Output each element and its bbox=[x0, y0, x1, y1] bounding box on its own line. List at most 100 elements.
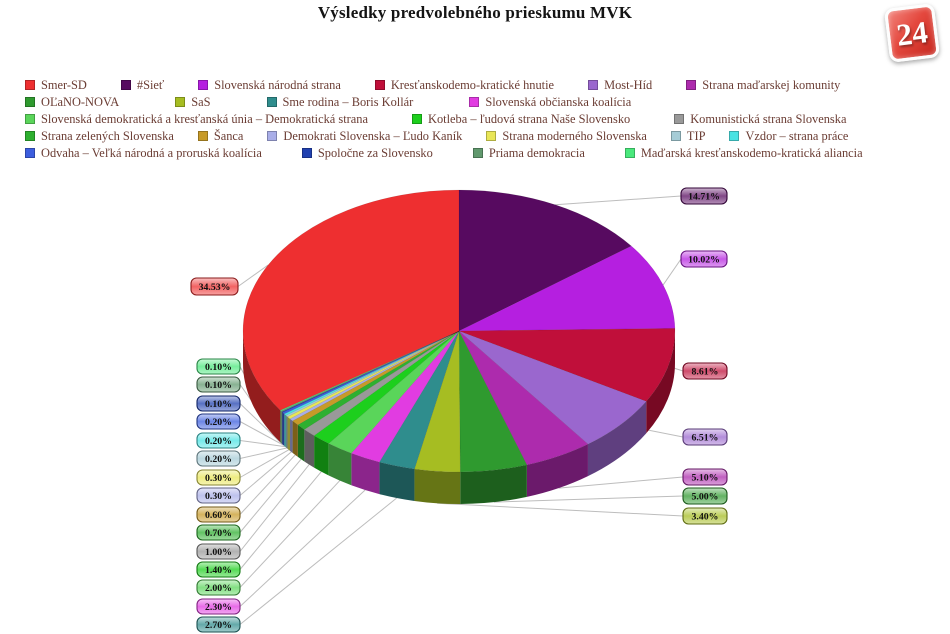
legend-row: Smer-SD #Sieť Slovenská národná strana Kres… bbox=[25, 78, 945, 92]
pie-slice bbox=[313, 330, 460, 444]
value-label-pill bbox=[196, 432, 241, 449]
legend-swatch bbox=[469, 97, 480, 107]
callout-line bbox=[239, 421, 284, 446]
value-label-pill bbox=[196, 598, 241, 615]
value-label-pill bbox=[196, 487, 241, 504]
pie-slice-wall bbox=[304, 429, 315, 468]
legend-item-label: Kresťanskodemo-kratické hnutie bbox=[390, 77, 555, 92]
value-label-text: 1.40% bbox=[205, 565, 232, 576]
legend-item-label: Demokrati Slovenska – Ľudo Kaník bbox=[283, 128, 463, 143]
legend-swatch bbox=[266, 97, 277, 107]
legend-item: TIP bbox=[670, 128, 706, 144]
value-label-pill bbox=[196, 358, 241, 375]
pie-slice-wall bbox=[290, 418, 293, 453]
callout-line bbox=[437, 502, 684, 517]
callout-line bbox=[239, 403, 283, 445]
value-label-text: 0.60% bbox=[205, 510, 232, 521]
legend-item-label: Spoločne za Slovensko bbox=[317, 145, 433, 160]
legend-item-label: TIP bbox=[686, 128, 706, 143]
value-label-text: 3.40% bbox=[692, 511, 719, 522]
legend-swatch bbox=[686, 80, 697, 90]
legend-item-label: Slovenská občianska koalícia bbox=[485, 94, 632, 109]
value-label-text: 5.00% bbox=[692, 491, 719, 502]
pie-slice-wall bbox=[281, 411, 283, 445]
legend-item: Sme rodina – Boris Kollár bbox=[266, 94, 414, 110]
legend-swatch bbox=[198, 80, 209, 90]
chart-title: Výsledky predvolebného prieskumu MVK bbox=[317, 3, 633, 22]
pie-slice-wall bbox=[314, 435, 329, 476]
pie-slice bbox=[279, 330, 460, 412]
legend-item-label: Kotleba – ľudová strana Naše Slovensko bbox=[428, 111, 631, 126]
value-label-pill bbox=[680, 250, 728, 268]
pie-slice bbox=[280, 330, 460, 413]
value-label-pill bbox=[682, 507, 728, 525]
value-label-text: 2.00% bbox=[205, 583, 232, 594]
value-label-text: 10.02% bbox=[688, 254, 720, 265]
value-label-pill bbox=[196, 376, 241, 393]
value-label-pill bbox=[682, 468, 728, 486]
value-label-pill bbox=[196, 413, 241, 430]
value-label-pill bbox=[196, 395, 241, 412]
value-label-text: 5.10% bbox=[692, 472, 719, 483]
pie-slice-wall bbox=[460, 464, 527, 504]
legend-swatch bbox=[472, 148, 483, 158]
chart-legend: Smer-SD #Sieť Slovenská národná strana Kres… bbox=[25, 78, 945, 163]
value-label-pill bbox=[196, 469, 241, 486]
legend-row: Strana zelených Slovenska Šanca Demokrati … bbox=[25, 129, 945, 143]
legend-row: OĽaNO-NOVA SaS Sme rodina – Boris Kollár Sl… bbox=[25, 95, 945, 109]
legend-item: Demokrati Slovenska – Ľudo Kaník bbox=[267, 129, 462, 144]
pie-slice-wall bbox=[280, 410, 282, 444]
callout-line bbox=[239, 480, 341, 588]
legend-item-label: Šanca bbox=[213, 128, 244, 143]
pie-slice bbox=[289, 330, 460, 422]
legend-swatch bbox=[25, 114, 35, 124]
value-label-text: 34.53% bbox=[199, 282, 231, 293]
callout-line bbox=[558, 476, 684, 489]
legend-swatch bbox=[374, 80, 385, 90]
pie-slice-wall bbox=[284, 413, 286, 448]
callout-line bbox=[239, 447, 287, 459]
pie-slice-wall bbox=[287, 416, 291, 451]
pie-slice-wall bbox=[646, 331, 675, 434]
callout-line bbox=[239, 454, 296, 515]
value-label-text: 0.20% bbox=[205, 417, 232, 428]
callout-line bbox=[239, 440, 286, 448]
legend-item: Komunistická strana Slovenska bbox=[674, 112, 846, 127]
legend-item: Strana maďarskej komunity bbox=[686, 78, 840, 93]
legend-swatch bbox=[197, 131, 208, 141]
legend-item-label: #Sieť bbox=[136, 77, 165, 92]
pie-slice bbox=[458, 330, 589, 466]
legend-item-label: Vzdor – strana práce bbox=[745, 128, 849, 143]
legend-item-label: Sme rodina – Boris Kollár bbox=[282, 94, 414, 109]
value-label-pill bbox=[196, 543, 241, 560]
pie-slice-wall bbox=[379, 462, 415, 501]
callout-line bbox=[239, 489, 366, 607]
pie-side-walls bbox=[243, 331, 675, 504]
legend-swatch bbox=[674, 114, 685, 124]
legend-item: Šanca bbox=[197, 128, 244, 144]
value-labels: 34.53% 14.71% 10.02% 8.61% 6.51% 5.10% 5.00% 3.… bbox=[190, 187, 728, 633]
value-label-pill bbox=[196, 506, 241, 523]
pie-slices bbox=[242, 189, 676, 473]
value-label-pill bbox=[190, 277, 239, 296]
callout-line bbox=[239, 458, 302, 533]
legend-item: Spoločne za Slovensko bbox=[301, 145, 433, 161]
callout-line bbox=[555, 195, 682, 206]
legend-swatch bbox=[25, 97, 35, 107]
pie-slice bbox=[328, 330, 460, 454]
legend-item: Strana moderného Slovenska bbox=[486, 129, 647, 144]
legend-swatch bbox=[486, 131, 497, 141]
legend-item: Slovenská demokratická a kresťanská únia… bbox=[25, 112, 368, 127]
value-label-pill bbox=[682, 487, 728, 505]
callout-line bbox=[493, 495, 684, 503]
legend-item: Kresťanskodemo-kratické hnutie bbox=[374, 77, 555, 93]
pie-slice-wall bbox=[351, 453, 380, 495]
value-label-text: 14.71% bbox=[688, 191, 720, 202]
legend-swatch bbox=[25, 148, 35, 158]
pie-slice-wall bbox=[243, 331, 281, 443]
pie-slice bbox=[292, 330, 460, 426]
legend-item: Strana zelených Slovenska bbox=[25, 129, 174, 144]
legend-item: SaS bbox=[175, 95, 211, 110]
